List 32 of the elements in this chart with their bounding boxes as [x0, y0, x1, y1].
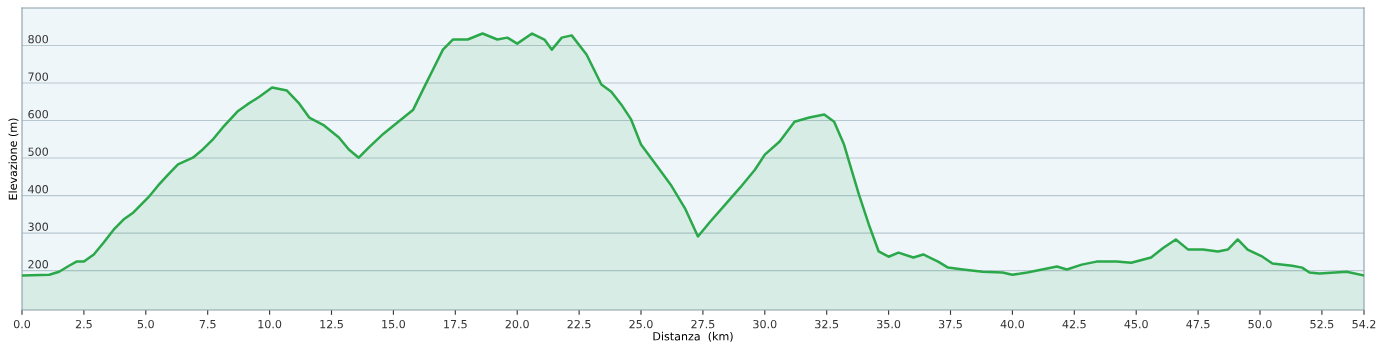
x-tick-label: 22.5 [567, 319, 591, 329]
y-axis-title: Elevazione (m) [8, 118, 19, 200]
x-axis-title: Distanza (km) [653, 331, 733, 342]
x-tick-label: 32.5 [815, 319, 839, 329]
x-tick-label: 37.5 [938, 319, 962, 329]
x-tick-label: 17.5 [444, 320, 467, 329]
x-tick-label: 42.5 [1062, 319, 1086, 329]
x-tick-label: 30.0 [753, 319, 777, 329]
y-tick-label: 800 [28, 34, 49, 44]
x-tick-label: 50.0 [1248, 319, 1272, 329]
x-tick-label: 54.2 [1352, 319, 1376, 329]
x-tick-label: 2.5 [75, 319, 92, 329]
y-tick-label: 600 [28, 109, 49, 119]
x-tick-label: 15.0 [382, 319, 406, 329]
y-tick-label: 300 [28, 222, 49, 231]
x-tick-label: 25.0 [629, 319, 653, 329]
x-tick-label: 0.0 [13, 319, 31, 329]
x-tick-label: 45.0 [1124, 319, 1148, 329]
x-tick-label: 7.5 [199, 320, 216, 329]
y-tick-label: 200 [28, 260, 49, 269]
x-tick-label: 47.5 [1186, 320, 1210, 329]
y-tick-label: 500 [28, 147, 49, 156]
y-tick-label: 700 [28, 72, 49, 81]
x-tick-label: 40.0 [1000, 319, 1025, 329]
x-tick-label: 52.5 [1310, 319, 1334, 329]
x-tick-label: 35.0 [877, 319, 901, 329]
x-tick-label: 10.0 [258, 319, 282, 329]
y-tick-label: 400 [28, 185, 49, 194]
x-tick-label: 12.5 [320, 319, 343, 329]
x-tick-label: 27.5 [691, 319, 715, 329]
x-tick-label: 20.0 [505, 319, 529, 329]
x-tick-label: 5.0 [137, 319, 154, 329]
